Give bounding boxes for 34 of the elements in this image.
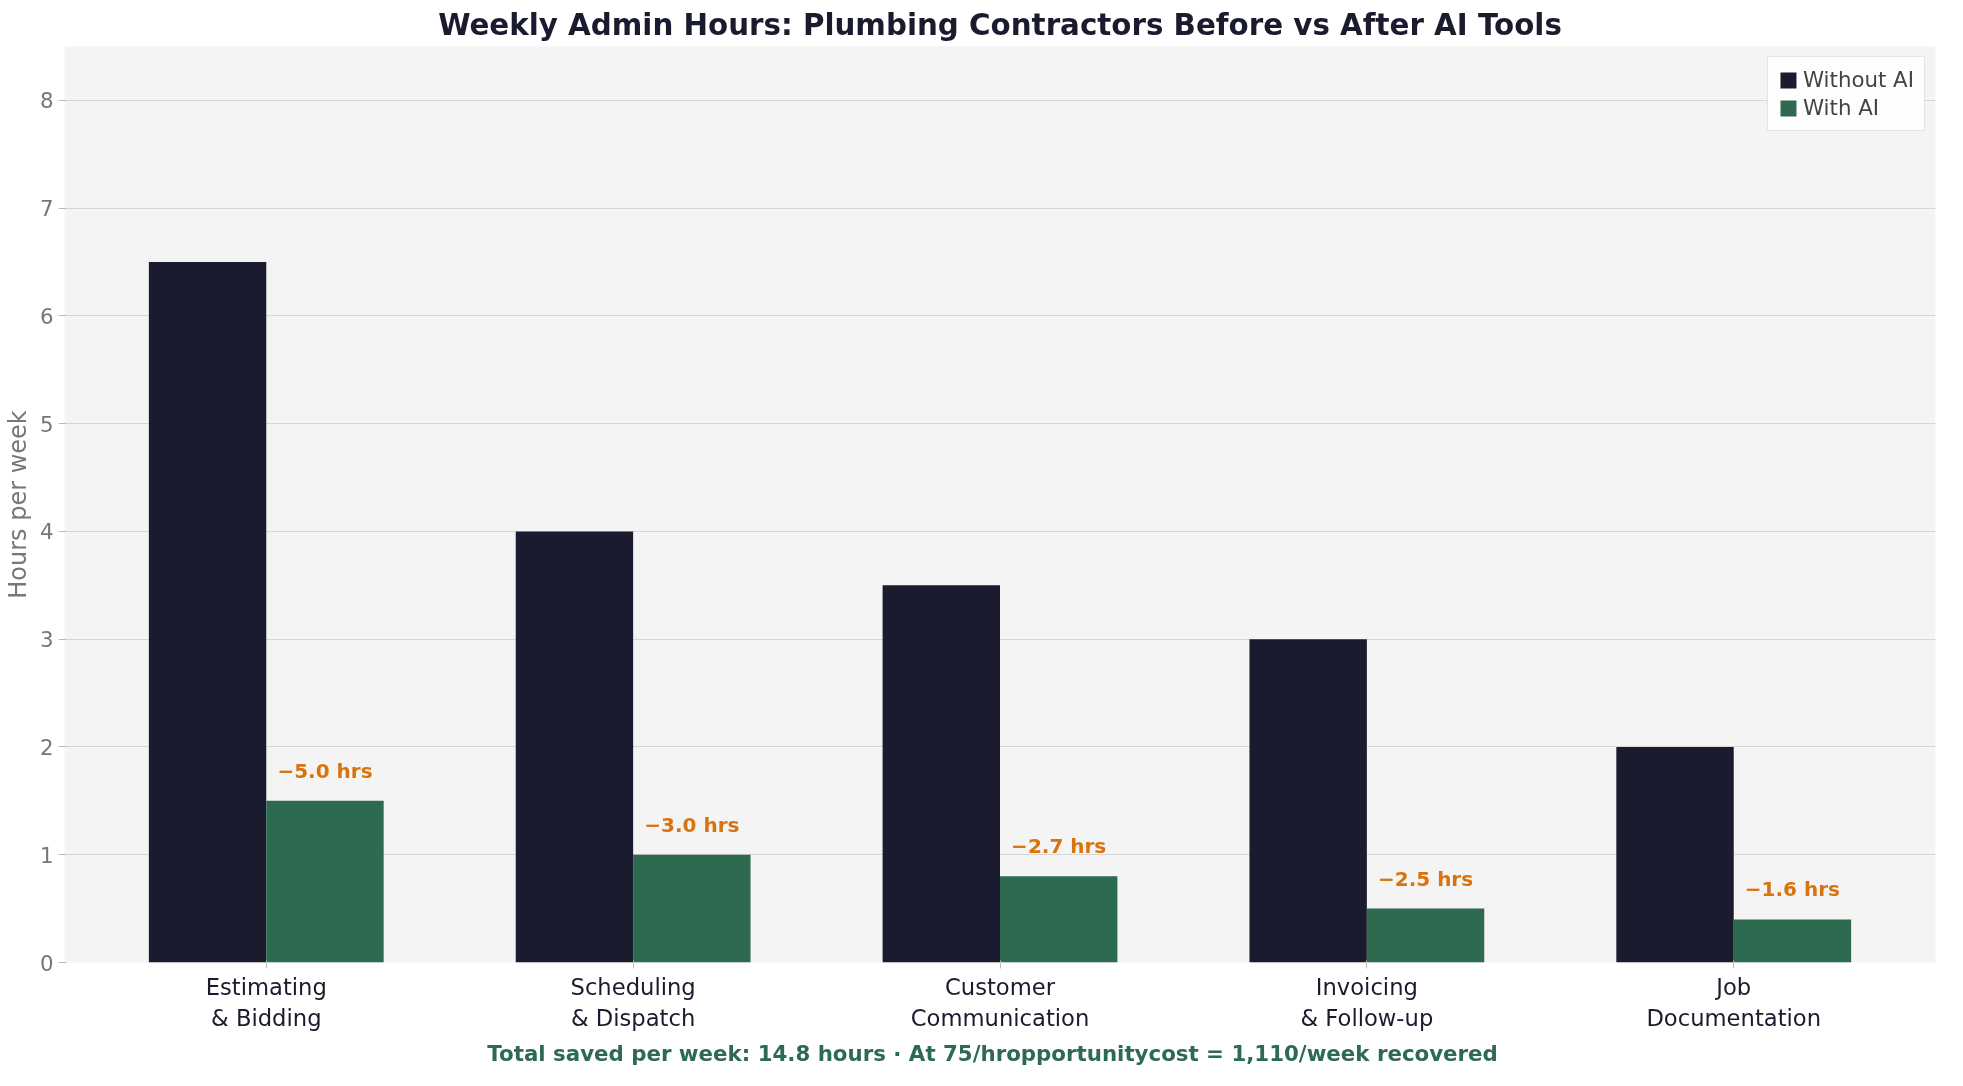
y-tick-label: 2 bbox=[39, 734, 54, 760]
y-tick-label: 1 bbox=[39, 842, 54, 868]
annotation: −5.0 hrs bbox=[277, 758, 373, 783]
text: Total saved per week: 14.8 hours · At 75/hropportunitycost = 1,110/week recovered bbox=[487, 1040, 1498, 1066]
bar bbox=[1366, 908, 1485, 963]
bar bbox=[882, 585, 1000, 963]
y-tick-label: 7 bbox=[39, 196, 54, 222]
bar bbox=[1249, 639, 1367, 963]
bar bbox=[515, 531, 634, 963]
bar bbox=[1000, 876, 1118, 963]
y-tick-label: 3 bbox=[39, 627, 54, 653]
y-tick-label: 5 bbox=[39, 411, 54, 437]
annotation: −1.6 hrs bbox=[1744, 877, 1840, 902]
legend-label: Without AI bbox=[1802, 67, 1914, 92]
x-tick-label: Invoicing & Follow-up bbox=[1300, 973, 1434, 1031]
x-tick-label: Estimating & Bidding bbox=[205, 973, 327, 1031]
legend-label: With AI bbox=[1802, 95, 1880, 120]
y-tick-label: 6 bbox=[39, 303, 54, 329]
x-tick-label: Job Documentation bbox=[1646, 973, 1822, 1031]
y-tick-label: 8 bbox=[39, 88, 54, 114]
bar bbox=[1733, 919, 1852, 963]
annotation: −2.5 hrs bbox=[1377, 866, 1474, 891]
y-tick-label: 4 bbox=[39, 519, 54, 545]
annotation: −3.0 hrs bbox=[644, 812, 740, 837]
x-tick-label: Customer Communication bbox=[910, 973, 1090, 1031]
x-tick-label: Scheduling & Dispatch bbox=[570, 973, 696, 1031]
y-axis-title: Hours per week bbox=[3, 410, 32, 599]
y-tick-label: 0 bbox=[39, 950, 54, 976]
bar bbox=[266, 800, 384, 963]
chart-title: Weekly Admin Hours: Plumbing Contractors Before vs After AI Tools bbox=[438, 7, 1562, 42]
bar bbox=[1616, 746, 1734, 963]
bar bbox=[148, 262, 267, 963]
bar bbox=[633, 854, 751, 963]
annotation: −2.7 hrs bbox=[1011, 834, 1107, 859]
